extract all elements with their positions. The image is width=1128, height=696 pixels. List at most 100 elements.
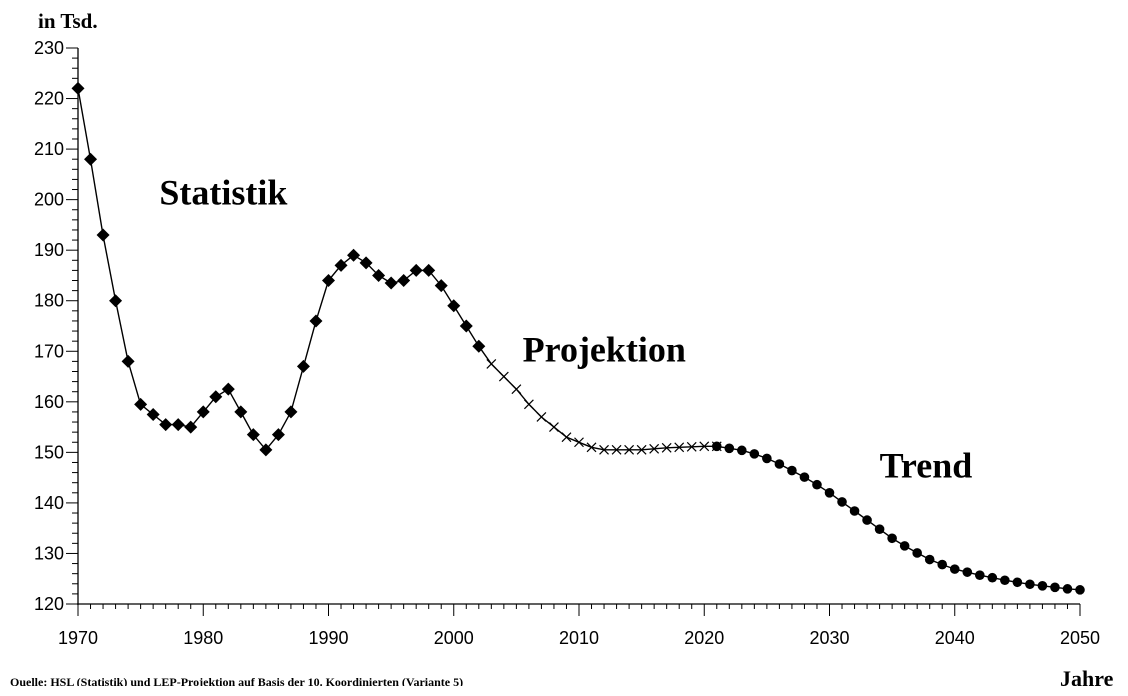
trend-point [762,453,772,464]
statistik-point [334,258,348,272]
statistik-point [384,276,398,290]
projektion-point [674,442,685,453]
trend-point [924,554,935,565]
statistik-point [309,314,323,328]
trend-point [987,572,998,583]
statistik-point [409,263,423,277]
projektion-point [661,442,672,453]
y-tick-label: 130 [34,543,64,563]
statistik-point [422,263,436,277]
y-tick-label: 160 [34,392,64,412]
projektion-point [549,422,559,433]
trend-point [711,441,722,452]
statistik-point [284,405,298,419]
x-tick-label: 2050 [1060,628,1100,648]
series-markers [71,81,1085,595]
projektion-point [574,437,584,448]
trend-point [749,449,760,459]
projektion-point [624,444,635,455]
projektion-point [498,371,509,382]
trend-point [949,564,960,574]
projektion-point [586,442,597,453]
trend-point [937,559,948,570]
statistik-point [196,405,210,419]
statistik-point [397,274,411,288]
statistik-point [159,418,173,432]
trend-point [912,548,922,558]
axes [66,47,1081,616]
trend-point [799,472,810,482]
annotations: Statistik Projektion Trend [159,173,972,486]
statistik-point [322,274,335,288]
y-tick-label: 150 [34,442,64,462]
y-tick-label: 140 [34,493,64,513]
y-tick-label: 210 [34,139,64,159]
trend-point [862,515,872,525]
trend-point [737,445,747,456]
trend-point [1075,585,1085,595]
statistik-point [347,248,361,262]
projektion-point [511,384,522,395]
tick-labels: 120 130 140 150 160 170 180 190 200 210 220 230 1970… [34,38,1100,648]
projektion-point [523,399,534,410]
trend-point [1050,582,1060,593]
statistik-point [121,354,135,368]
trend-point [849,506,860,516]
y-tick-label: 120 [34,594,64,614]
statistik-point [146,407,160,421]
trend-point [787,465,797,476]
x-axis-label: Jahre [1060,666,1114,691]
projektion-point [686,441,697,452]
trend-point [837,497,847,507]
trend-point [1025,579,1035,590]
trend-point [824,488,835,498]
projektion-point [561,432,572,443]
statistik-point [109,294,123,308]
trend-point [724,443,735,454]
x-tick-label: 2030 [809,628,849,648]
y-axis-label: in Tsd. [38,9,98,33]
projektion-point [486,358,497,369]
x-tick-label: 1980 [183,628,223,648]
statistik-point [259,443,273,457]
trend-point [774,459,785,469]
projektion-point [536,412,547,422]
y-tick-label: 180 [34,291,64,311]
statistik-point [209,390,223,404]
trend-point [812,479,822,490]
statistik-point [84,152,98,166]
trend-point [887,533,897,544]
statistik-point [221,382,235,396]
statistik-point [246,428,260,442]
trend-point [1062,584,1073,594]
statistik-point [171,418,185,432]
projektion-point [599,444,609,455]
y-tick-label: 170 [34,341,64,361]
trend-point [975,570,985,580]
statistik-point [372,268,386,282]
statistik-point [96,228,110,242]
annotation-statistik: Statistik [159,173,287,213]
x-tick-label: 1990 [308,628,348,648]
trend-point [962,567,973,577]
statistik-point [271,428,285,442]
statistik-point [447,299,461,313]
annotation-trend: Trend [880,446,973,486]
statistik-point [134,397,148,411]
statistik-point [234,405,248,419]
y-tick-label: 190 [34,240,64,260]
trend-point [899,541,910,551]
trend-point [1012,577,1023,588]
statistik-point [472,339,486,353]
y-tick-label: 220 [34,89,64,109]
y-tick-label: 230 [34,38,64,58]
statistik-point [459,319,473,333]
projektion-point [636,444,647,455]
x-tick-label: 2020 [684,628,724,648]
x-tick-label: 2000 [434,628,474,648]
x-tick-label: 2010 [559,628,599,648]
projektion-point [611,444,622,455]
trend-point [1000,575,1010,586]
trend-point [1037,581,1048,591]
